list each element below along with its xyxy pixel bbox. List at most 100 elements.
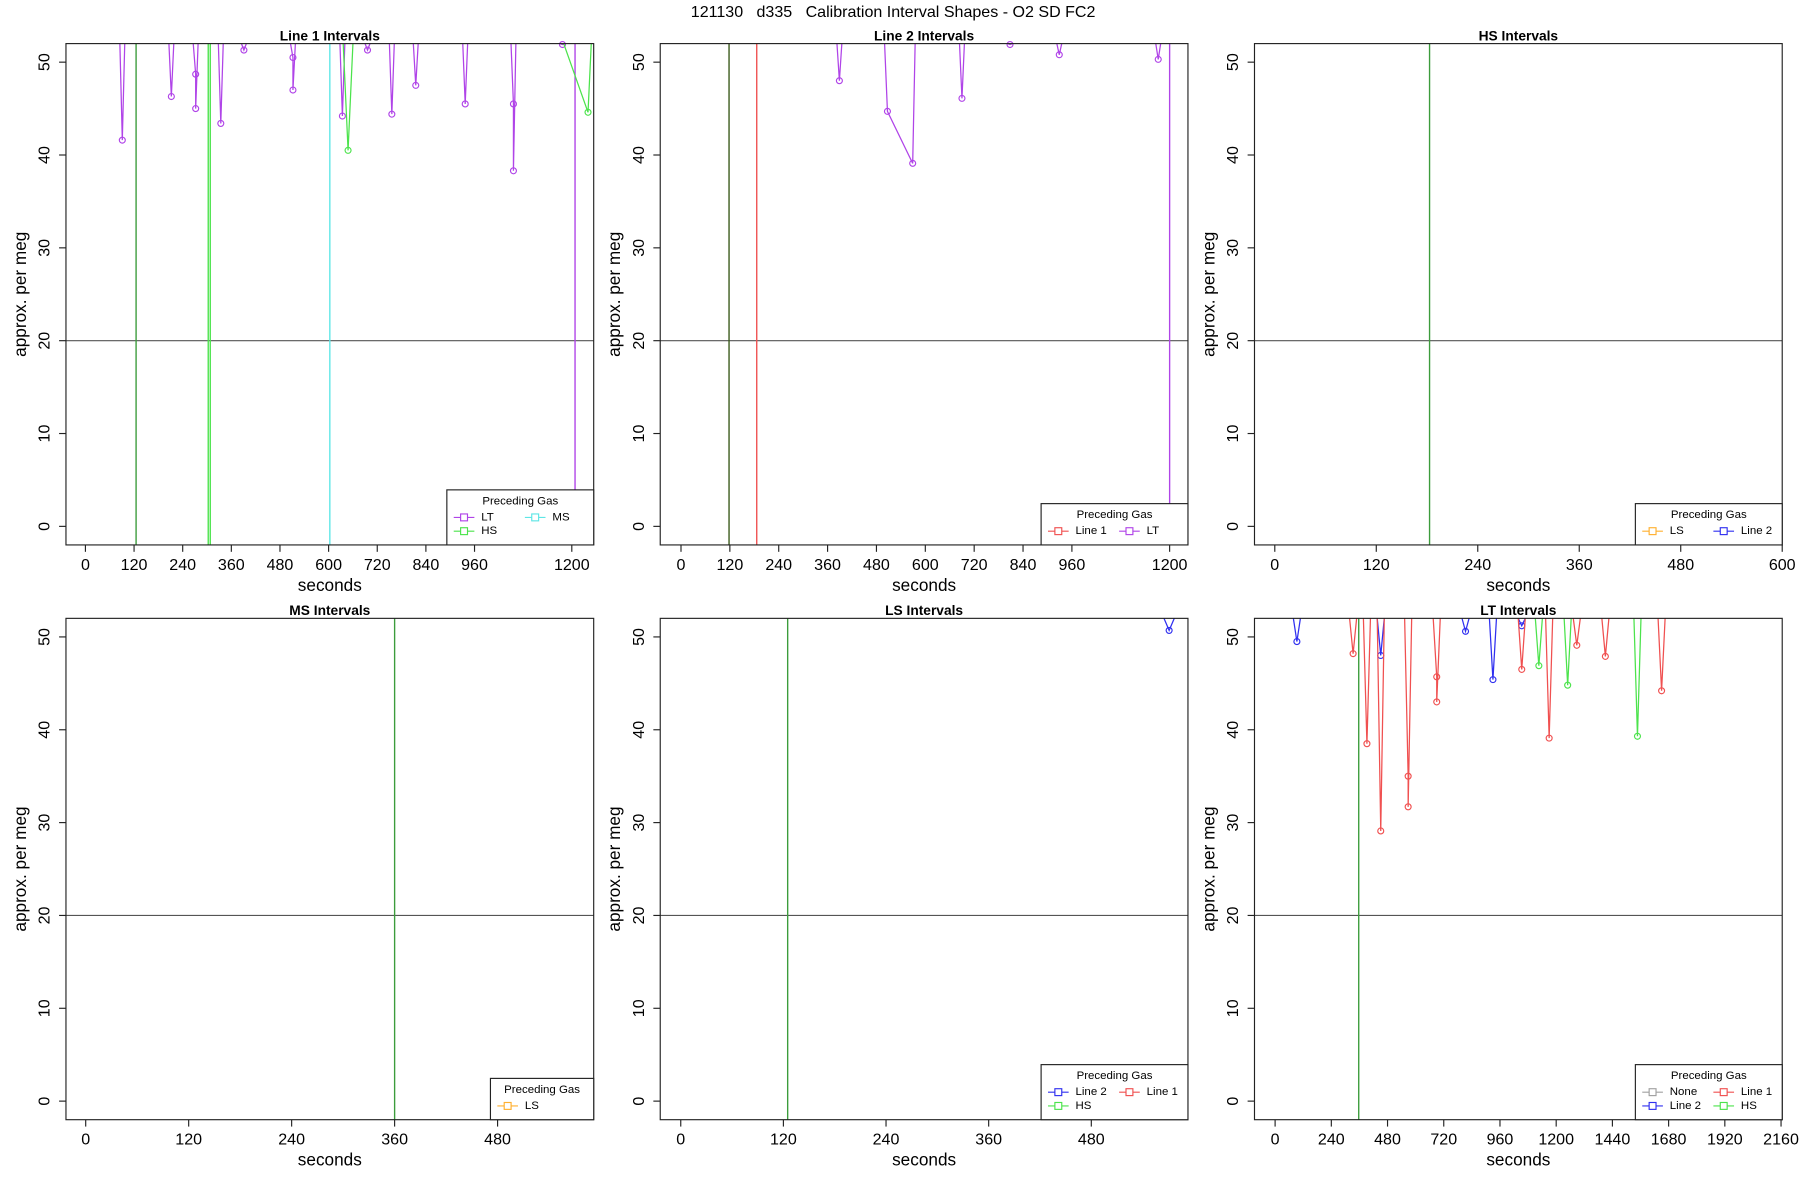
y-tick-label: 30 bbox=[630, 239, 648, 257]
legend-label: LS bbox=[525, 1100, 539, 1112]
data-point bbox=[1165, 626, 1173, 634]
series-line bbox=[836, 43, 1162, 164]
legend-box bbox=[1040, 503, 1189, 546]
data-point bbox=[1293, 638, 1301, 646]
legend-swatch bbox=[1719, 527, 1728, 536]
plot-frame bbox=[1253, 617, 1783, 1121]
data-point bbox=[509, 100, 517, 108]
legend-swatch bbox=[1054, 1088, 1063, 1097]
legend-swatch bbox=[1054, 1101, 1063, 1110]
x-tick-label: 240 bbox=[169, 556, 196, 574]
y-tick-label: 40 bbox=[630, 146, 648, 164]
legend-swatch bbox=[460, 513, 469, 522]
x-tick-label: 120 bbox=[770, 1131, 797, 1149]
legend-box bbox=[489, 1077, 595, 1121]
data-point bbox=[363, 46, 372, 54]
panel: 0 120 240 360 480 600 720 840 960 1200 0 10 20 30 40 50… bbox=[10, 28, 595, 595]
data-point bbox=[1518, 665, 1526, 673]
data-point bbox=[289, 53, 297, 62]
data-point bbox=[909, 159, 917, 167]
legend-swatch bbox=[1719, 1101, 1728, 1110]
y-tick-label: 40 bbox=[1224, 721, 1242, 739]
legend-label: LT bbox=[481, 511, 494, 523]
legend-swatch bbox=[1125, 1088, 1134, 1097]
x-tick-label: 0 bbox=[1271, 1131, 1280, 1149]
y-tick-label: 10 bbox=[1224, 425, 1242, 443]
legend-swatch bbox=[531, 513, 540, 522]
legend: Preceding Gas Line 1 LT bbox=[1040, 503, 1189, 546]
x-tick-label: 720 bbox=[961, 556, 988, 574]
x-tick-label: 120 bbox=[1363, 556, 1390, 574]
legend-swatch bbox=[503, 1101, 512, 1110]
legend-title: Preceding Gas bbox=[1077, 509, 1153, 521]
y-tick-label: 50 bbox=[36, 53, 54, 71]
x-tick-label: 960 bbox=[1487, 1131, 1514, 1149]
y-tick-label: 50 bbox=[1224, 53, 1242, 71]
data-point bbox=[167, 92, 175, 101]
legend-title: Preceding Gas bbox=[1077, 1070, 1153, 1082]
legend-label: HS bbox=[1076, 1100, 1092, 1112]
x-tick-label: 240 bbox=[278, 1131, 305, 1149]
data-point bbox=[558, 40, 567, 49]
legend-label: MS bbox=[552, 511, 570, 523]
data-point bbox=[192, 70, 200, 78]
y-tick-label: 0 bbox=[1224, 522, 1242, 531]
y-tick-label: 10 bbox=[1224, 999, 1242, 1017]
legend-swatch bbox=[1648, 1088, 1657, 1097]
x-tick-label: 480 bbox=[1078, 1131, 1105, 1149]
plot-frame bbox=[1253, 43, 1783, 546]
x-tick-label: 0 bbox=[676, 1131, 685, 1149]
y-tick-label: 40 bbox=[1224, 146, 1242, 164]
panel-title: Line 1 Intervals bbox=[280, 28, 380, 43]
y-tick-label: 20 bbox=[36, 332, 54, 350]
data-point bbox=[1363, 740, 1371, 748]
x-tick-label: 360 bbox=[218, 556, 245, 574]
plot-frame bbox=[65, 617, 595, 1121]
x-tick-label: 120 bbox=[175, 1131, 202, 1149]
series-line bbox=[1348, 618, 1666, 831]
series-line bbox=[1534, 618, 1642, 737]
x-tick-label: 240 bbox=[1464, 556, 1491, 574]
legend: Preceding Gas LS bbox=[489, 1077, 595, 1121]
x-axis-label: seconds bbox=[1486, 1150, 1550, 1170]
data-point bbox=[412, 81, 420, 89]
y-tick-label: 30 bbox=[36, 239, 54, 257]
x-tick-label: 840 bbox=[412, 556, 439, 574]
panel: 0 120 240 360 480 600 0 10 20 30 40 50 HS Intervals s… bbox=[1198, 28, 1795, 594]
y-tick-label: 30 bbox=[630, 814, 648, 832]
y-axis-label: approx. per meg bbox=[604, 806, 624, 931]
y-tick-label: 0 bbox=[1224, 1097, 1242, 1106]
data-point bbox=[1433, 698, 1441, 706]
panel-title: Line 2 Intervals bbox=[874, 28, 974, 43]
x-tick-label: 1920 bbox=[1707, 1131, 1743, 1149]
x-tick-label: 480 bbox=[1667, 556, 1694, 574]
legend-swatch bbox=[1648, 1101, 1657, 1110]
panel-title: LS Intervals bbox=[885, 603, 963, 618]
data-point bbox=[1658, 687, 1666, 695]
data-point bbox=[289, 86, 297, 94]
data-point bbox=[1404, 772, 1412, 780]
y-tick-label: 0 bbox=[630, 522, 648, 531]
y-tick-label: 10 bbox=[36, 999, 54, 1017]
data-point bbox=[1377, 827, 1385, 835]
y-tick-label: 40 bbox=[36, 721, 54, 739]
x-tick-label: 720 bbox=[364, 556, 391, 574]
legend-label: Line 1 bbox=[1076, 525, 1107, 537]
x-axis-label: seconds bbox=[892, 1150, 956, 1170]
x-tick-label: 0 bbox=[81, 1131, 90, 1149]
plot-frame bbox=[659, 617, 1189, 1121]
y-axis-label: approx. per meg bbox=[604, 232, 624, 357]
data-point bbox=[1489, 676, 1497, 684]
data-point bbox=[883, 107, 892, 115]
data-point bbox=[509, 167, 517, 175]
legend-swatch bbox=[1125, 527, 1134, 536]
x-tick-label: 480 bbox=[1374, 1131, 1401, 1149]
x-tick-label: 960 bbox=[461, 556, 488, 574]
data-point bbox=[192, 105, 200, 113]
legend-title: Preceding Gas bbox=[482, 495, 558, 507]
x-tick-label: 600 bbox=[1769, 556, 1796, 574]
x-tick-label: 2160 bbox=[1763, 1131, 1799, 1149]
data-point bbox=[1545, 734, 1553, 742]
x-tick-label: 0 bbox=[677, 556, 686, 574]
